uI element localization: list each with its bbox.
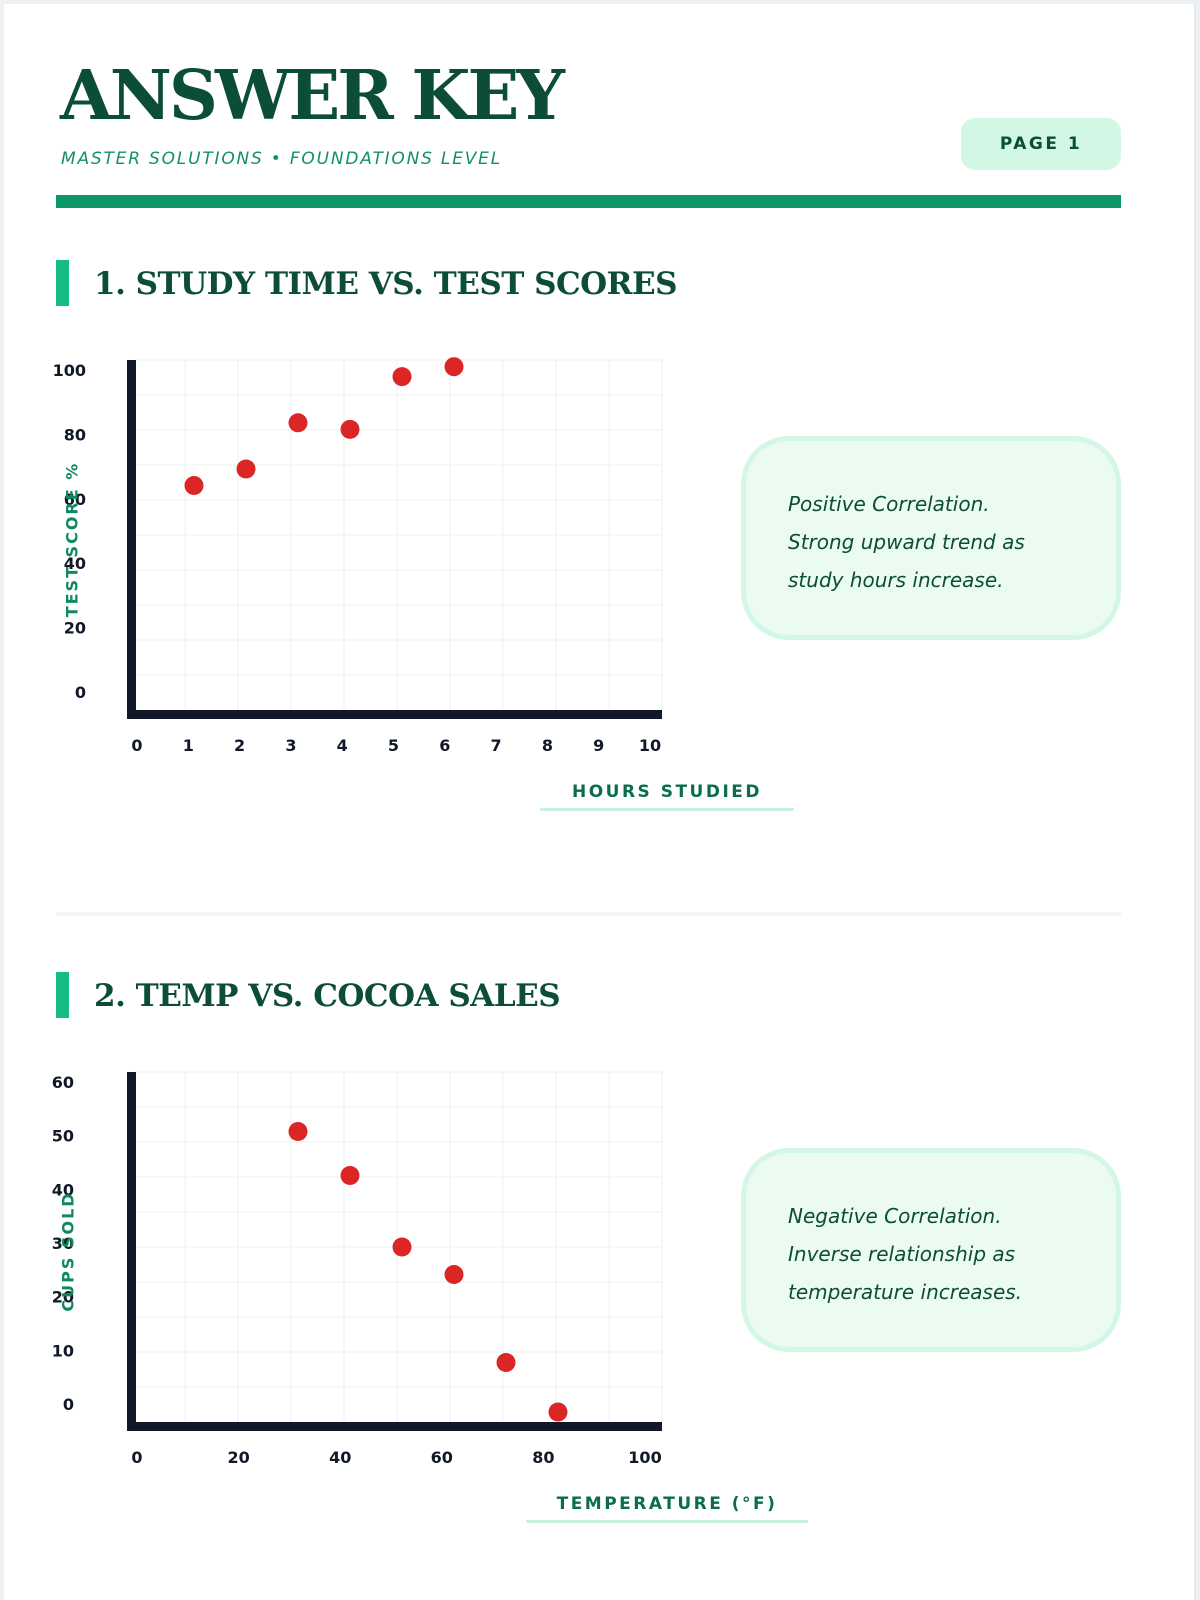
x-tick-label: 3: [285, 736, 296, 755]
data-point: [548, 1402, 568, 1422]
y-tick-label: 0: [63, 1395, 74, 1414]
y-tick-label: 10: [52, 1341, 74, 1360]
chart-2-y-axis: [127, 1072, 136, 1431]
y-tick-label: 0: [75, 683, 86, 702]
section-1-accent-bar: [56, 260, 69, 306]
section-2-answer-note: Negative Correlation. Inverse relationsh…: [741, 1148, 1121, 1352]
section-1-answer-note: Positive Correlation. Strong upward tren…: [741, 436, 1121, 640]
data-point: [236, 459, 256, 479]
data-point: [288, 413, 308, 433]
y-tick-label: 100: [53, 361, 86, 380]
x-tick-label: 8: [542, 736, 553, 755]
x-tick-label: 80: [532, 1448, 554, 1467]
data-point: [496, 1353, 516, 1372]
x-tick-label: 1: [183, 736, 194, 755]
chart-1-y-axis: [127, 360, 136, 719]
section-divider: [56, 912, 1121, 916]
data-point: [392, 367, 412, 387]
data-point: [288, 1122, 308, 1141]
y-tick-label: 80: [64, 425, 86, 444]
x-tick-label: 40: [329, 1448, 351, 1467]
chart-2-y-axis-label: CUPS SOLD: [58, 1191, 78, 1312]
note-1-line-2: Strong upward trend as: [788, 530, 1025, 554]
note-2-line-3: temperature increases.: [788, 1280, 1023, 1304]
data-point: [340, 419, 360, 439]
x-tick-label: 7: [491, 736, 502, 755]
x-tick-label: 2: [234, 736, 245, 755]
page-title: ANSWER KEY: [60, 56, 565, 136]
section-2-accent-bar: [56, 972, 69, 1018]
page-subtitle: MASTER SOLUTIONS • FOUNDATIONS LEVEL: [61, 149, 502, 169]
x-tick-label: 0: [131, 1448, 142, 1467]
chart-1-grid: [132, 359, 663, 710]
answer-key-page: ANSWER KEY MASTER SOLUTIONS • FOUNDATION…: [4, 4, 1196, 1600]
x-tick-label: 9: [593, 736, 604, 755]
chart-2-x-axis: [127, 1422, 662, 1431]
data-point: [340, 1166, 360, 1185]
x-tick-label: 60: [431, 1448, 453, 1467]
header-rule: [56, 195, 1121, 208]
y-tick-label: 30: [52, 1234, 74, 1253]
note-2-line-1: Negative Correlation.: [788, 1204, 1002, 1228]
x-tick-label: 6: [439, 736, 450, 755]
y-tick-label: 50: [52, 1127, 74, 1146]
data-point: [392, 1237, 412, 1257]
section-1-title: 1. STUDY TIME VS. TEST SCORES: [94, 266, 677, 302]
y-tick-label: 40: [52, 1180, 74, 1199]
x-tick-label: 5: [388, 736, 399, 755]
y-tick-label: 60: [52, 1073, 74, 1092]
chart-2-scatter: 0 10 20 30 40 50 60 0 20 40 60 80 100: [52, 1071, 663, 1467]
data-point: [444, 1265, 464, 1284]
note-1-line-1: Positive Correlation.: [788, 492, 990, 516]
page-badge: PAGE 1: [961, 118, 1121, 170]
note-2-line-2: Inverse relationship as: [788, 1242, 1016, 1266]
note-1-line-3: study hours increase.: [788, 568, 1004, 592]
chart-1-x-axis: [127, 710, 662, 719]
chart-2-x-axis-label: TEMPERATURE (°F): [526, 1494, 808, 1523]
x-tick-label: 4: [337, 736, 348, 755]
chart-1-x-axis-label: HOURS STUDIED: [540, 782, 794, 811]
y-tick-label: 20: [64, 619, 86, 638]
data-point: [184, 476, 204, 495]
x-tick-label: 100: [628, 1448, 661, 1467]
y-tick-label: 60: [64, 490, 86, 509]
data-point: [444, 357, 464, 377]
section-2-title: 2. TEMP VS. COCOA SALES: [94, 978, 561, 1014]
x-tick-label: 20: [227, 1448, 249, 1467]
x-tick-label: 10: [639, 736, 661, 755]
y-tick-label: 40: [64, 554, 86, 573]
x-tick-label: 0: [131, 736, 142, 755]
chart-1-scatter: 0 20 40 60 80 100 0 1 2 3 4 5 6 7 8 9 10: [53, 357, 663, 755]
y-tick-label: 20: [52, 1288, 74, 1307]
